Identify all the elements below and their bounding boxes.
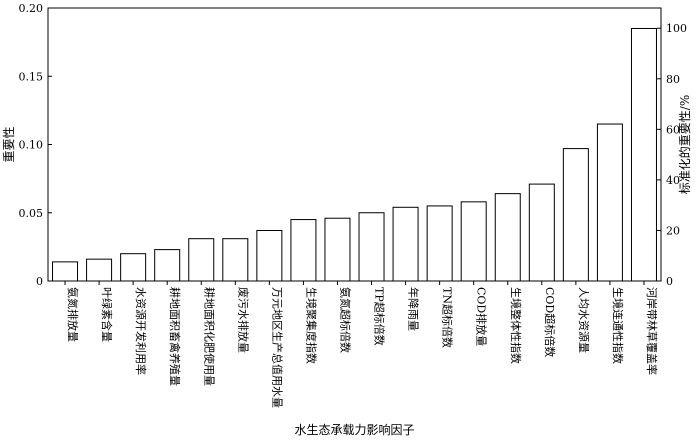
bar [562, 148, 589, 282]
y2-tick-label: 80 [666, 73, 680, 86]
x-category-label: 耕地面积畜禽养殖量 [168, 287, 182, 386]
x-category-label: 河岸带林草覆盖率 [645, 287, 659, 375]
bar [630, 27, 657, 282]
x-category-label: 人均水资源量 [577, 287, 591, 353]
bar [596, 123, 623, 282]
x-category-label: 年降雨量 [407, 287, 421, 331]
x-category-label: 叶绿素含量 [100, 287, 114, 342]
bar [494, 193, 521, 282]
y-tick-label: 0 [36, 275, 43, 288]
y-tick-label: 0.10 [19, 139, 44, 152]
bar [188, 238, 215, 282]
bar [86, 258, 113, 282]
x-category-label: 氨氮超标倍数 [338, 287, 352, 353]
bar [392, 206, 419, 282]
x-category-label: 生境聚集度指数 [304, 287, 318, 364]
x-category-label: 耕地面积化肥使用量 [202, 287, 216, 386]
bar [460, 201, 487, 282]
y-tick-label: 0.20 [19, 2, 44, 15]
y2-tick-label: 60 [666, 123, 680, 136]
y-tick-label: 0.15 [19, 70, 44, 83]
x-category-label: TN超标倍数 [441, 287, 455, 348]
y-tick-label: 0.05 [19, 207, 44, 220]
x-axis: 氨氮排放量 叶绿素含量 水资源开发利用率 耕地面积畜禽养殖量 耕地面积化肥使用量 废污水排… [64, 281, 659, 408]
bars [52, 27, 657, 282]
bar [154, 249, 181, 282]
x-category-label: COD超标倍数 [543, 287, 557, 357]
x-category-label: COD排放量 [475, 287, 489, 346]
y-axis-title-left: 重要性 [2, 126, 16, 162]
y-axis-right: 0 20 40 60 80 100 [657, 22, 687, 288]
x-category-label: TP超标倍数 [373, 287, 387, 346]
x-category-label: 废污水排放量 [236, 287, 250, 353]
bar [358, 212, 385, 282]
bar [222, 238, 249, 282]
x-category-label: 生境整体性指数 [509, 287, 523, 364]
x-category-label: 生境连通性指数 [611, 287, 625, 364]
bar [120, 253, 147, 282]
bar [52, 261, 79, 282]
x-category-label: 水资源开发利用率 [134, 287, 148, 375]
bar [256, 230, 283, 282]
bar [528, 183, 555, 282]
y2-tick-label: 20 [666, 224, 680, 237]
x-axis-title: 水生态承载力影响因子 [294, 422, 414, 437]
x-category-label: 氨氮排放量 [66, 287, 80, 342]
y-axis-left: 0 0.05 0.10 0.15 0.20 [19, 2, 52, 288]
y-axis-title-right: 标准化的重要性/% [677, 95, 692, 194]
y2-tick-label: 100 [666, 22, 687, 35]
bar [324, 217, 351, 282]
y2-tick-label: 40 [666, 174, 680, 187]
bar [290, 219, 317, 282]
x-category-label: 万元地区生产总值用水量 [270, 287, 284, 408]
bar [426, 205, 453, 282]
y2-tick-label: 0 [666, 275, 673, 288]
